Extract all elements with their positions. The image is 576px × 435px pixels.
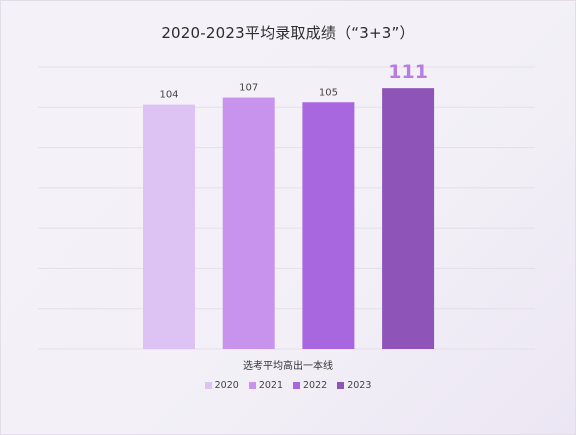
- legend-swatch-2023: [337, 382, 345, 389]
- bars: [143, 88, 435, 350]
- legend-item: 2022: [293, 380, 327, 391]
- bar-2020: [143, 104, 195, 349]
- legend-label: 2020: [214, 380, 239, 391]
- data-label-2021: 107: [239, 83, 258, 94]
- legend: 2020 2021 2022 2023: [0, 380, 576, 391]
- gridlines: [38, 66, 535, 350]
- bar-2022: [302, 102, 355, 349]
- legend-item: 2023: [337, 380, 371, 391]
- legend-label: 2022: [303, 380, 328, 391]
- bar-2021: [222, 97, 275, 349]
- x-axis-label: 选考平均高出一本线: [243, 361, 333, 372]
- bar-2023: [382, 88, 435, 350]
- data-label-2023: 111: [388, 61, 428, 83]
- data-labels: 104 107 105 111: [159, 61, 427, 100]
- legend-item: 2021: [248, 380, 283, 391]
- legend-swatch-2021: [248, 382, 256, 389]
- legend-swatch-2022: [293, 382, 300, 389]
- legend-swatch-2020: [204, 382, 212, 389]
- legend-item: 2020: [204, 380, 239, 391]
- legend-label: 2023: [347, 380, 372, 391]
- data-label-2020: 104: [159, 90, 178, 101]
- chart-title: 2020-2023平均录取成绩（“3+3”）: [161, 24, 415, 42]
- data-label-2022: 105: [319, 87, 338, 98]
- legend-label: 2021: [258, 380, 283, 391]
